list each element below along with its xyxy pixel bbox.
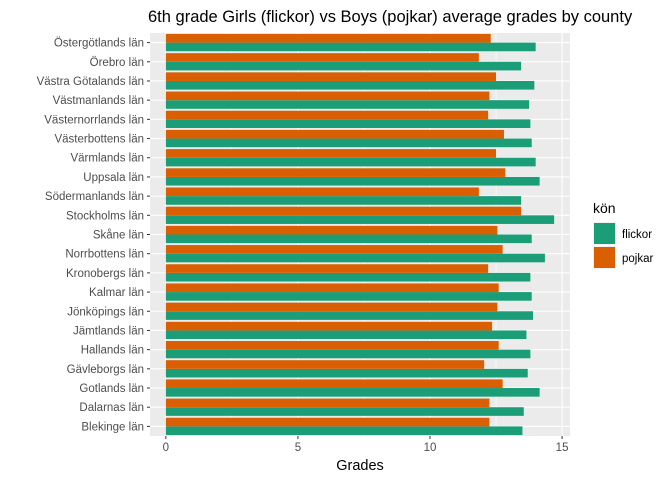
bar-pojkar-20 <box>165 398 490 408</box>
chart-title: 6th grade Girls (flickor) vs Boys (pojka… <box>148 8 633 26</box>
bar-pojkar-13 <box>165 264 489 273</box>
y-tick-label: Skåne län <box>93 230 144 242</box>
bar-flickor-18 <box>165 368 528 378</box>
y-tick-label: Västmanlands län <box>53 95 144 107</box>
y-tick-label: Dalarnas län <box>79 402 144 414</box>
bar-pojkar-1 <box>165 33 491 43</box>
y-tick-label: Blekinge län <box>81 421 144 433</box>
x-tick-label: 15 <box>556 442 569 454</box>
bar-flickor-6 <box>165 138 532 148</box>
y-tick-label: Västernorrlands län <box>44 114 144 126</box>
bar-pojkar-16 <box>165 321 493 331</box>
y-tick-label: Örebro län <box>90 57 144 69</box>
bar-flickor-3 <box>165 80 535 90</box>
bar-flickor-17 <box>165 349 531 359</box>
legend-key-flickor <box>594 223 615 244</box>
bar-pojkar-17 <box>165 341 499 350</box>
y-tick-label: Uppsala län <box>83 172 144 184</box>
bar-pojkar-21 <box>165 417 490 427</box>
bar-pojkar-12 <box>165 245 503 254</box>
bar-flickor-13 <box>165 272 531 282</box>
y-tick-label: Jönköpings län <box>67 306 144 318</box>
bar-flickor-11 <box>165 234 532 244</box>
bar-pojkar-10 <box>165 206 522 216</box>
bar-pojkar-4 <box>165 91 490 101</box>
bar-flickor-12 <box>165 253 545 263</box>
bar-flickor-21 <box>165 426 523 436</box>
bar-pojkar-11 <box>165 225 498 235</box>
x-tick-label: 0 <box>163 442 169 454</box>
bar-pojkar-15 <box>165 302 498 312</box>
bar-flickor-2 <box>165 61 522 71</box>
y-tick-label: Västra Götalands län <box>37 76 144 88</box>
bar-flickor-8 <box>165 176 540 186</box>
x-tick-label: 10 <box>424 442 437 454</box>
x-tick-label: 5 <box>295 442 301 454</box>
bar-flickor-7 <box>165 157 536 167</box>
bar-pojkar-6 <box>165 129 504 139</box>
legend: kön flickor pojkar <box>593 200 653 269</box>
bar-flickor-20 <box>165 407 524 416</box>
bar-flickor-9 <box>165 196 522 205</box>
y-tick-label: Västerbottens län <box>54 134 144 146</box>
y-tick-label: Kronobergs län <box>66 268 144 280</box>
bar-flickor-10 <box>165 215 555 224</box>
bar-flickor-16 <box>165 330 527 340</box>
bar-flickor-19 <box>165 388 540 397</box>
bar-pojkar-2 <box>165 53 479 62</box>
bar-pojkar-19 <box>165 379 503 389</box>
bar-flickor-14 <box>165 292 532 301</box>
x-axis: 0 5 10 15 <box>163 436 569 454</box>
legend-key-pojkar <box>594 247 615 268</box>
legend-label-flickor: flickor <box>622 229 652 241</box>
bar-pojkar-7 <box>165 149 497 158</box>
y-tick-label: Norrbottens län <box>65 249 144 261</box>
bar-pojkar-14 <box>165 283 499 293</box>
bar-pojkar-18 <box>165 360 485 369</box>
x-axis-label: Grades <box>336 458 384 474</box>
y-tick-label: Gävleborgs län <box>67 364 144 376</box>
y-tick-label: Gotlands län <box>79 383 144 395</box>
y-tick-label: Kalmar län <box>89 287 144 299</box>
y-tick-label: Stockholms län <box>66 210 144 222</box>
bar-pojkar-9 <box>165 187 479 197</box>
y-tick-label: Södermanlands län <box>45 191 144 203</box>
legend-label-pojkar: pojkar <box>622 253 653 265</box>
bar-flickor-15 <box>165 311 534 320</box>
y-tick-label: Värmlands län <box>70 153 144 165</box>
bars <box>165 33 555 436</box>
y-tick-label: Jämtlands län <box>73 325 144 337</box>
bar-flickor-1 <box>165 42 536 52</box>
bar-flickor-4 <box>165 100 530 109</box>
bar-pojkar-5 <box>165 110 489 120</box>
bar-pojkar-8 <box>165 168 506 177</box>
bar-flickor-5 <box>165 119 531 128</box>
bar-pojkar-3 <box>165 72 497 81</box>
y-tick-label: Hallands län <box>81 345 144 357</box>
legend-title: kön <box>593 200 616 216</box>
y-tick-label: Östergötlands län <box>54 38 144 50</box>
y-axis: Östergötlands län Örebro län Västra Götala… <box>37 38 150 433</box>
